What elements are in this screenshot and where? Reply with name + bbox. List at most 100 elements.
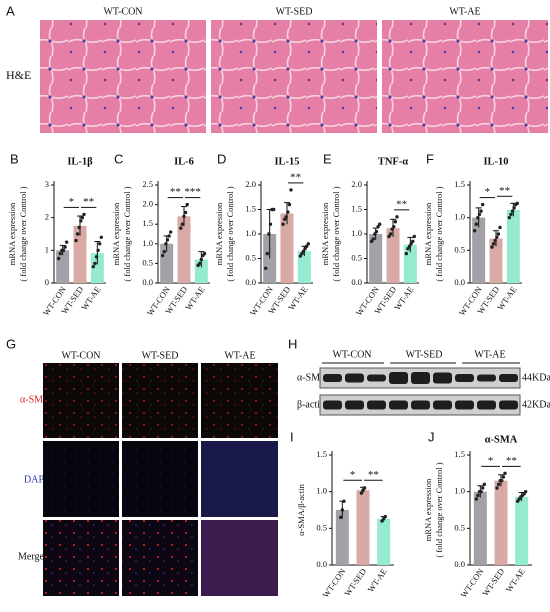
- data-point: [91, 264, 96, 269]
- data-point: [515, 201, 520, 205]
- fluorescence-image: [43, 520, 119, 596]
- y-axis-label: ( fold change over Control ): [122, 186, 132, 281]
- bar: [335, 510, 349, 565]
- blot-band: [323, 374, 342, 382]
- significance-label: **: [499, 185, 510, 197]
- data-point: [77, 225, 81, 230]
- y-tick-label: 1.0: [351, 228, 362, 238]
- data-point: [371, 237, 375, 241]
- data-point: [98, 242, 102, 246]
- fluorescence-image: [122, 520, 198, 596]
- data-point: [387, 234, 391, 239]
- data-point: [82, 212, 86, 217]
- blot-band: [367, 400, 386, 410]
- data-point: [395, 215, 399, 219]
- significance-label: *: [485, 186, 491, 198]
- y-tick-label: 0.0: [454, 277, 465, 287]
- panel-letter: B: [10, 151, 19, 166]
- histology-image: [211, 20, 377, 133]
- data-point: [491, 242, 496, 246]
- fluorescence-image: [201, 520, 278, 596]
- y-tick-label: 0.5: [454, 244, 465, 254]
- data-point: [167, 234, 171, 238]
- significance-label: **: [170, 186, 181, 198]
- bar: [386, 228, 400, 283]
- data-point: [388, 232, 393, 236]
- fluorescence-image: [201, 363, 278, 438]
- data-point: [93, 261, 97, 266]
- y-tick-label: 1.5: [454, 449, 465, 459]
- data-point: [61, 248, 66, 253]
- blot-band: [411, 400, 430, 410]
- blot-band: [455, 374, 474, 382]
- data-point: [359, 491, 364, 495]
- data-point: [390, 227, 394, 231]
- bar: [377, 518, 391, 565]
- y-axis-label: ( fold change over Control ): [18, 186, 28, 281]
- x-tick-label: WT-AE: [503, 567, 526, 595]
- y-tick-label: 0.5: [351, 252, 362, 262]
- data-point: [500, 478, 504, 483]
- y-axis-label: ( fold change over Control ): [331, 186, 341, 281]
- data-point: [80, 215, 85, 220]
- data-point: [265, 251, 269, 256]
- y-axis-label: mRNA expression: [423, 202, 433, 265]
- panel-letter: A: [6, 3, 15, 18]
- fluorescence-image: [122, 441, 198, 517]
- data-point: [298, 254, 303, 258]
- data-point: [479, 489, 483, 494]
- y-tick-label: 1.0: [454, 212, 465, 222]
- data-point: [96, 248, 100, 253]
- y-tick-label: 2.0: [351, 179, 362, 189]
- significance-label: *: [350, 469, 356, 481]
- bar: [90, 252, 104, 283]
- blot-band: [367, 374, 386, 382]
- blot-band: [323, 400, 342, 410]
- data-point: [94, 255, 99, 259]
- histology-image: [40, 20, 206, 133]
- data-point: [56, 256, 61, 261]
- panel-letter: F: [426, 151, 434, 166]
- y-tick-label: 1.0: [454, 486, 465, 496]
- fluorescence-image: [43, 363, 119, 438]
- y-tick-label: 0.0: [142, 277, 153, 287]
- data-point: [479, 209, 483, 213]
- panel-letter: D: [217, 151, 226, 166]
- data-point: [369, 239, 374, 244]
- bar: [297, 251, 311, 283]
- chart-title: TNF-α: [378, 156, 408, 167]
- blot-band: [499, 374, 518, 382]
- y-tick-label: 0.5: [454, 522, 465, 532]
- bar: [472, 217, 486, 283]
- row-label: α-SMA: [20, 394, 51, 405]
- blot-band: [345, 373, 364, 383]
- data-point: [267, 232, 271, 236]
- column-label: WT-AE: [224, 350, 255, 361]
- data-point: [289, 188, 293, 192]
- x-tick-label: WT-AE: [365, 567, 388, 595]
- data-point: [160, 253, 165, 258]
- chart: D IL-15 mRNA expression( fold change over …: [214, 151, 313, 317]
- data-point: [301, 249, 306, 253]
- data-point: [284, 215, 288, 219]
- data-point: [306, 242, 311, 246]
- data-point: [362, 486, 367, 490]
- y-tick-label: 0.5: [245, 252, 256, 262]
- y-tick-label: 0.0: [351, 277, 362, 287]
- row-label: DAPI: [24, 474, 47, 485]
- y-axis-label: mRNA expression: [423, 478, 433, 541]
- y-axis-label: mRNA expression: [214, 202, 224, 265]
- column-label: WT-SED: [276, 6, 313, 17]
- band-size: 44KDa: [522, 372, 550, 383]
- chart: E TNF-α mRNA expression( fold change over …: [320, 151, 419, 317]
- column-label: WT-AE: [449, 6, 480, 17]
- y-tick-label: 2.5: [142, 179, 153, 189]
- significance-label: **: [506, 455, 517, 467]
- data-point: [185, 202, 189, 207]
- y-tick-label: 1.0: [142, 238, 153, 248]
- y-axis-label: mRNA expression: [320, 202, 330, 265]
- row-label: Merge: [18, 551, 44, 562]
- chart: B IL-1β mRNA expression( fold change over …: [7, 151, 106, 317]
- data-point: [182, 214, 186, 219]
